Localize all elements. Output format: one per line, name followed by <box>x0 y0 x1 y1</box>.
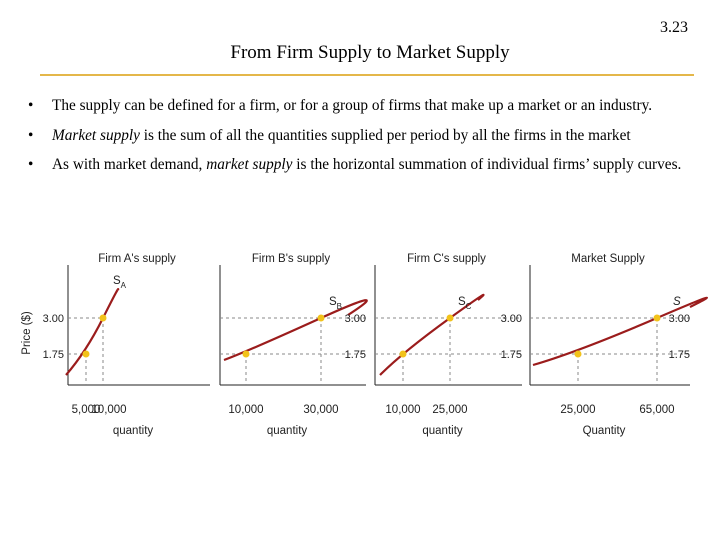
y-tick-label: 3.00 <box>501 313 522 325</box>
x-tick-label: 25,000 <box>432 404 467 416</box>
chart-title: Firm B's supply <box>252 253 330 265</box>
slide-number: 3.23 <box>660 19 688 36</box>
bullet-dot: • <box>28 97 34 114</box>
data-point <box>99 314 107 322</box>
chart-panel: Firm C's supply SC 3.00 1.75 10,000 25,000 qua… <box>374 253 522 437</box>
bullet-text: is the horizontal summation of individua… <box>292 156 682 173</box>
data-point <box>653 314 661 322</box>
bullet-list: • The supply can be defined for a firm, … <box>28 97 698 187</box>
y-tick-label: 1.75 <box>669 349 690 361</box>
chart-panel: Market Supply S 3.00 1.75 25,000 65,000 Quanti… <box>529 253 709 437</box>
data-point <box>574 350 582 358</box>
x-axis-label: Quantity <box>583 425 626 437</box>
data-point <box>242 350 250 358</box>
x-tick-label: 30,000 <box>303 404 338 416</box>
bullet-text: As with market demand, <box>52 156 207 173</box>
x-tick-label: 65,000 <box>639 404 674 416</box>
chart-title: Firm C's supply <box>407 253 486 265</box>
bullet-dot: • <box>28 156 34 173</box>
data-point <box>399 350 407 358</box>
x-tick-label: 10,000 <box>228 404 263 416</box>
curve-label-subscript: A <box>121 281 127 290</box>
data-point <box>82 350 90 358</box>
chart-title: Market Supply <box>571 253 645 265</box>
bullet-item: • Market supply is the sum of all the qu… <box>28 126 698 145</box>
curve-label: SC <box>458 296 472 311</box>
chart-title: Firm A's supply <box>98 253 176 265</box>
bullet-dot: • <box>28 126 34 144</box>
y-tick-label: 1.75 <box>501 349 522 361</box>
slide-title: From Firm Supply to Market Supply <box>230 42 510 63</box>
x-axis-label: quantity <box>113 425 154 437</box>
y-axis-label: Price ($) <box>21 311 33 355</box>
chart-panel: Firm B's supply SB3.00 1.75 10,000 30,000 qua… <box>219 253 368 437</box>
y-tick-label: 3.00 <box>669 313 690 325</box>
y-tick-label: 3.00 <box>345 313 366 325</box>
bullet-text: The supply can be defined for a firm, or… <box>52 97 653 114</box>
y-tick-label: 3.00 <box>43 313 64 325</box>
y-tick-label: 1.75 <box>43 349 64 361</box>
supply-charts: Firm A's supplySA3.001.755,00010,000quan… <box>21 253 709 437</box>
bullet-item: • The supply can be defined for a firm, … <box>28 97 698 115</box>
x-tick-label: 5,000 <box>72 404 101 416</box>
data-point <box>446 314 454 322</box>
bullet-emphasis: market supply <box>206 156 293 173</box>
bullet-item: • As with market demand, market supply i… <box>28 156 698 174</box>
x-tick-label: 10,000 <box>91 404 126 416</box>
title-rule <box>40 74 694 76</box>
x-tick-label: 25,000 <box>560 404 595 416</box>
data-point <box>317 314 325 322</box>
bullet-text: is the sum of all the quantities supplie… <box>139 126 631 144</box>
curve-label: S <box>673 296 681 308</box>
curve-label: SB <box>329 296 342 311</box>
x-axis-label: quantity <box>267 425 308 437</box>
x-axis-label: quantity <box>422 425 463 437</box>
curve-label-subscript: C <box>466 302 472 311</box>
curve-label-subscript: B <box>337 302 342 311</box>
supply-curve <box>65 288 120 376</box>
bullet-emphasis: Market supply <box>52 126 140 144</box>
y-tick-label: 1.75 <box>345 349 366 361</box>
x-tick-label: 10,000 <box>385 404 420 416</box>
curve-label: SA <box>113 275 127 290</box>
